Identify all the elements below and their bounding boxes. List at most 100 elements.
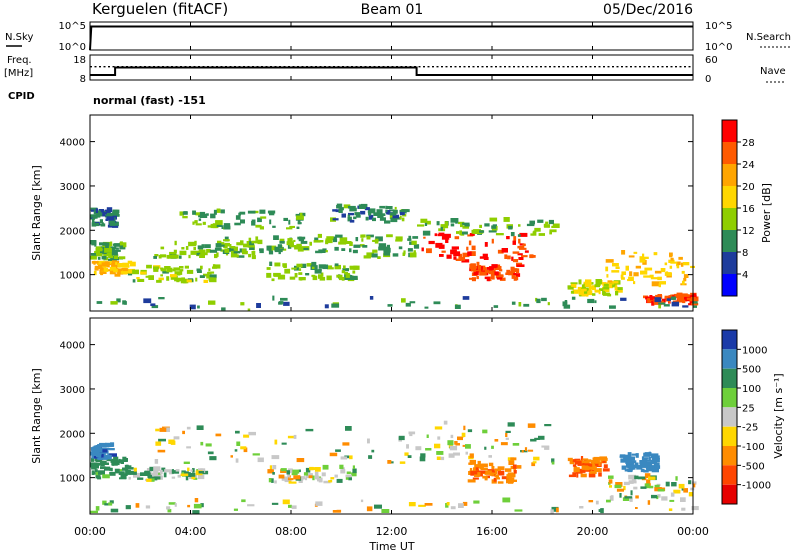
heatmap-cell — [296, 458, 305, 463]
heatmap-cell — [512, 259, 519, 263]
heatmap-cell — [518, 224, 521, 227]
heatmap-cell — [681, 487, 684, 491]
heatmap-cell — [343, 204, 351, 209]
heatmap-cell — [280, 468, 287, 472]
heatmap-cell — [460, 224, 463, 228]
heatmap-cell — [293, 239, 296, 242]
heatmap-cell — [187, 504, 191, 508]
heatmap-cell — [109, 467, 112, 471]
heatmap-cell — [101, 453, 104, 458]
heatmap-cell — [151, 305, 159, 309]
heatmap-cell — [635, 265, 641, 269]
heatmap-cell — [524, 447, 528, 452]
heatmap-cell — [541, 297, 547, 302]
heatmap-cell — [655, 455, 660, 459]
heatmap-cell — [572, 459, 576, 463]
heatmap-cell — [217, 240, 222, 245]
heatmap-cell — [489, 472, 494, 476]
heatmap-cell — [312, 275, 318, 281]
x-tick-label: 04:00 — [175, 525, 207, 538]
heatmap-cell — [94, 242, 97, 247]
heatmap-cell — [631, 453, 637, 456]
heatmap-cell — [484, 476, 488, 481]
heatmap-cell — [640, 270, 648, 275]
colorbar-tick-label: -1000 — [742, 481, 771, 492]
heatmap-cell — [326, 236, 334, 241]
heatmap-cell — [95, 506, 100, 511]
heatmap-cell — [188, 241, 197, 247]
heatmap-cell — [368, 455, 373, 459]
heatmap-cell — [99, 211, 106, 217]
heatmap-cell — [398, 435, 405, 441]
heatmap-cell — [678, 256, 683, 260]
heatmap-cell — [663, 304, 670, 307]
x-tick-label: 16:00 — [476, 525, 508, 538]
heatmap-cell — [278, 474, 285, 479]
heatmap-cell — [591, 285, 596, 291]
heatmap-cell — [692, 301, 698, 304]
heatmap-cell — [345, 426, 352, 431]
heatmap-cell — [621, 271, 626, 275]
nsky-tick-top: 10^5 — [59, 21, 86, 32]
heatmap-cell — [97, 256, 101, 260]
heatmap-cell — [243, 447, 248, 453]
heatmap-cell — [372, 249, 378, 253]
heatmap-cell — [607, 280, 613, 283]
heatmap-cell — [512, 464, 517, 469]
heatmap-cell — [209, 274, 217, 279]
heatmap-cell — [273, 235, 279, 240]
heatmap-cell — [651, 300, 655, 306]
heatmap-cell — [403, 250, 406, 255]
heatmap-cell — [111, 461, 115, 466]
heatmap-cell — [246, 241, 250, 246]
heatmap-cell — [477, 460, 481, 466]
heatmap-cell — [360, 210, 366, 215]
heatmap-cell — [522, 243, 526, 247]
heatmap-cell — [392, 214, 399, 219]
heatmap-cell — [200, 252, 208, 256]
heatmap-cell — [657, 294, 662, 299]
heatmap-cell — [371, 253, 378, 258]
heatmap-cell — [229, 246, 236, 250]
heatmap-cell — [513, 467, 516, 472]
heatmap-cell — [230, 254, 239, 258]
heatmap-cell — [526, 223, 535, 227]
heatmap-cell — [155, 441, 162, 446]
heatmap-cell — [249, 247, 255, 250]
heatmap-cell — [658, 304, 661, 309]
heatmap-cell — [236, 242, 243, 246]
heatmap-cell — [601, 457, 608, 461]
heatmap-cell — [168, 502, 176, 505]
heatmap-cell — [593, 456, 601, 461]
heatmap-cell — [348, 205, 356, 209]
heatmap-cell — [120, 474, 127, 479]
heatmap-cell — [167, 509, 172, 513]
heatmap-cell — [653, 252, 658, 256]
heatmap-cell — [223, 223, 231, 228]
heatmap-cell — [658, 302, 666, 305]
heatmap-cell — [117, 270, 124, 275]
heatmap-cell — [251, 240, 258, 244]
heatmap-cell — [379, 217, 386, 221]
heatmap-cell — [494, 468, 501, 471]
heatmap-cell — [683, 488, 688, 493]
heatmap-cell — [313, 240, 321, 243]
heatmap-cell — [552, 223, 560, 228]
heatmap-cell — [621, 250, 626, 255]
heatmap-cell — [369, 296, 374, 300]
heatmap-cell — [401, 217, 405, 222]
velocity-background — [90, 318, 693, 514]
heatmap-cell — [282, 499, 290, 505]
heatmap-cell — [118, 459, 123, 463]
heatmap-cell — [268, 250, 274, 255]
heatmap-cell — [205, 443, 212, 447]
heatmap-cell — [488, 230, 497, 233]
heatmap-cell — [122, 268, 129, 272]
heatmap-cell — [158, 438, 166, 442]
heatmap-cell — [154, 254, 159, 257]
heatmap-cell — [468, 240, 472, 246]
heatmap-cell — [219, 242, 225, 246]
heatmap-cell — [174, 271, 181, 276]
heatmap-cell — [484, 223, 490, 227]
power-heatmap — [90, 203, 699, 311]
